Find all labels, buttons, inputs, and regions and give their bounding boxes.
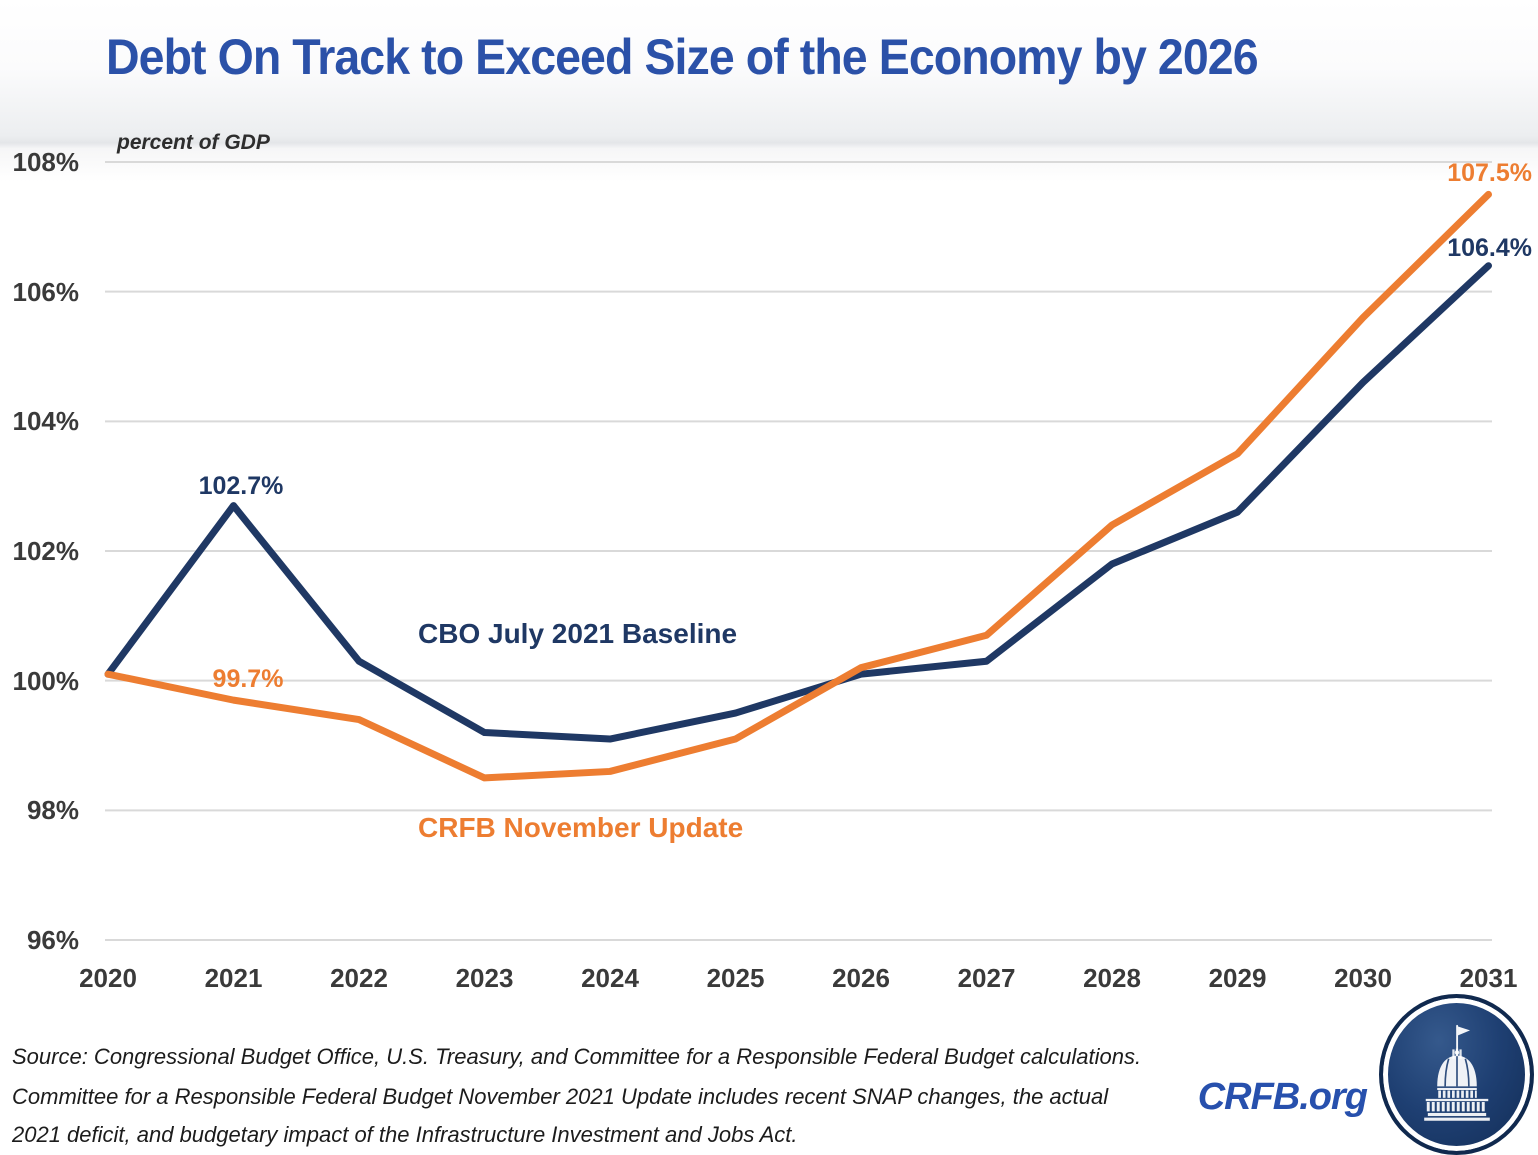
- x-axis-tick-label-2024: 2024: [555, 963, 665, 993]
- y-axis-tick-label-96%: 96%: [9, 925, 79, 955]
- x-axis-tick-label-2026: 2026: [806, 963, 916, 993]
- series-label-cbo-baseline: CBO July 2021 Baseline: [418, 618, 737, 650]
- source-note-line-3: 2021 deficit, and budgetary impact of th…: [12, 1122, 798, 1148]
- x-axis-tick-label-2027: 2027: [932, 963, 1042, 993]
- x-axis-tick-label-2023: 2023: [430, 963, 540, 993]
- line-series-cbo-baseline: [108, 266, 1489, 739]
- x-axis-tick-label-2029: 2029: [1183, 963, 1293, 993]
- y-axis-tick-label-102%: 102%: [9, 536, 79, 566]
- crfb-capitol-logo: [1379, 994, 1534, 1155]
- y-axis-tick-label-104%: 104%: [9, 406, 79, 436]
- y-axis-tick-label-100%: 100%: [9, 666, 79, 696]
- y-axis-tick-label-106%: 106%: [9, 277, 79, 307]
- data-label-cbo-2031-end: 106.4%: [1420, 234, 1532, 263]
- y-axis-tick-label-98%: 98%: [9, 795, 79, 825]
- series-label-crfb-update: CRFB November Update: [418, 812, 743, 844]
- x-axis-tick-label-2025: 2025: [681, 963, 791, 993]
- capitol-dome-icon: [1407, 1021, 1507, 1133]
- source-note-line-2: Committee for a Responsible Federal Budg…: [12, 1084, 1108, 1110]
- source-note-line-1: Source: Congressional Budget Office, U.S…: [12, 1044, 1141, 1070]
- x-axis-tick-label-2020: 2020: [53, 963, 163, 993]
- y-axis-tick-label-108%: 108%: [9, 147, 79, 177]
- x-axis-tick-label-2022: 2022: [304, 963, 414, 993]
- x-axis-tick-label-2031: 2031: [1434, 963, 1538, 993]
- data-label-crfb-2021: 99.7%: [193, 665, 303, 694]
- x-axis-tick-label-2030: 2030: [1308, 963, 1418, 993]
- data-label-cbo-2021-peak: 102.7%: [186, 472, 296, 501]
- crfb-org-wordmark: CRFB.org: [1040, 1076, 1367, 1119]
- data-label-crfb-2031-end: 107.5%: [1420, 159, 1532, 188]
- x-axis-tick-label-2028: 2028: [1057, 963, 1167, 993]
- x-axis-tick-label-2021: 2021: [179, 963, 289, 993]
